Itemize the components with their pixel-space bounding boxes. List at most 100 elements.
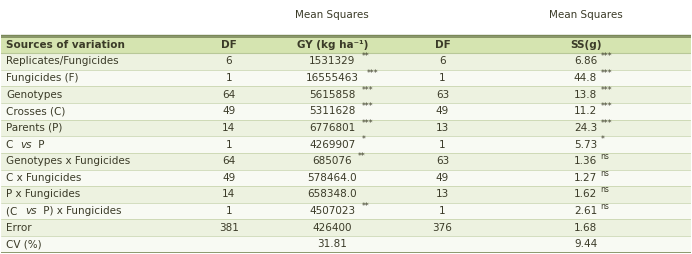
Text: ***: ***	[362, 119, 374, 128]
Text: DF: DF	[221, 40, 237, 50]
Text: 31.81: 31.81	[317, 239, 347, 249]
Text: 16555463: 16555463	[306, 73, 358, 83]
Text: P) x Fungicides: P) x Fungicides	[39, 206, 121, 216]
Text: ns: ns	[601, 152, 610, 161]
Text: 6: 6	[226, 56, 232, 67]
Text: 6776801: 6776801	[309, 123, 355, 133]
Text: 1.36: 1.36	[574, 156, 597, 166]
Text: Mean Squares: Mean Squares	[295, 10, 369, 20]
Text: 5615858: 5615858	[309, 90, 356, 100]
Text: GY (kg ha⁻¹): GY (kg ha⁻¹)	[297, 40, 368, 50]
Bar	[1, 219, 691, 236]
Text: 578464.0: 578464.0	[307, 173, 357, 183]
Text: DF: DF	[435, 40, 450, 50]
Text: 1.62: 1.62	[574, 189, 597, 199]
Text: Replicates/Fungicides: Replicates/Fungicides	[6, 56, 119, 67]
Bar	[1, 120, 691, 136]
Text: 11.2: 11.2	[574, 106, 597, 116]
Text: 426400: 426400	[313, 223, 352, 233]
Bar	[1, 153, 691, 169]
Text: 13.8: 13.8	[574, 90, 597, 100]
Text: Genotypes: Genotypes	[6, 90, 62, 100]
Text: 658348.0: 658348.0	[307, 189, 357, 199]
Bar	[1, 70, 691, 86]
Text: 5.73: 5.73	[574, 140, 597, 150]
Text: 1: 1	[439, 206, 446, 216]
Text: 24.3: 24.3	[574, 123, 597, 133]
Bar	[1, 136, 691, 153]
Text: ***: ***	[362, 86, 374, 94]
Text: ns: ns	[601, 169, 610, 178]
Bar	[1, 86, 691, 103]
Text: **: **	[362, 202, 370, 211]
Text: P x Fungicides: P x Fungicides	[6, 189, 80, 199]
Text: Sources of variation: Sources of variation	[6, 40, 125, 50]
Bar	[1, 37, 691, 53]
Text: **: **	[362, 52, 370, 61]
Text: 376: 376	[432, 223, 453, 233]
Text: 381: 381	[219, 223, 239, 233]
Text: ***: ***	[362, 102, 374, 111]
Text: 1: 1	[226, 140, 232, 150]
Text: 49: 49	[222, 173, 235, 183]
Bar	[1, 53, 691, 70]
Text: Fungicides (F): Fungicides (F)	[6, 73, 79, 83]
Text: 14: 14	[222, 123, 235, 133]
Text: ns: ns	[601, 202, 610, 211]
Text: Mean Squares: Mean Squares	[549, 10, 622, 20]
Text: 63: 63	[436, 90, 449, 100]
Text: ns: ns	[601, 185, 610, 194]
Text: 14: 14	[222, 189, 235, 199]
Text: 1: 1	[226, 206, 232, 216]
Text: 6.86: 6.86	[574, 56, 597, 67]
Text: ***: ***	[601, 69, 612, 78]
Text: 2.61: 2.61	[574, 206, 597, 216]
Text: 1531329: 1531329	[309, 56, 356, 67]
Text: ***: ***	[601, 52, 612, 61]
Bar	[1, 236, 691, 253]
Text: 13: 13	[436, 123, 449, 133]
Text: 49: 49	[436, 106, 449, 116]
Text: ***: ***	[601, 102, 612, 111]
Bar	[1, 169, 691, 186]
Text: 685076: 685076	[312, 156, 352, 166]
Text: 6: 6	[439, 56, 446, 67]
Text: Crosses (C): Crosses (C)	[6, 106, 66, 116]
Text: 13: 13	[436, 189, 449, 199]
Text: C: C	[6, 140, 17, 150]
Text: CV (%): CV (%)	[6, 239, 42, 249]
Text: SS(g): SS(g)	[570, 40, 601, 50]
Text: P: P	[35, 140, 44, 150]
Text: 64: 64	[222, 156, 235, 166]
Text: ***: ***	[366, 69, 378, 78]
Bar	[1, 186, 691, 203]
Text: Error: Error	[6, 223, 32, 233]
Text: 44.8: 44.8	[574, 73, 597, 83]
Bar	[1, 103, 691, 120]
Text: 49: 49	[222, 106, 235, 116]
Text: 49: 49	[436, 173, 449, 183]
Text: (C: (C	[6, 206, 21, 216]
Text: 9.44: 9.44	[574, 239, 597, 249]
Text: Genotypes x Fungicides: Genotypes x Fungicides	[6, 156, 131, 166]
Text: 4269907: 4269907	[309, 140, 355, 150]
Text: *: *	[601, 135, 604, 145]
Text: 1: 1	[226, 73, 232, 83]
Text: C x Fungicides: C x Fungicides	[6, 173, 82, 183]
Text: 1: 1	[439, 140, 446, 150]
Text: 63: 63	[436, 156, 449, 166]
Bar	[1, 203, 691, 219]
Text: 4507023: 4507023	[309, 206, 355, 216]
Text: vs: vs	[25, 206, 37, 216]
Text: 1: 1	[439, 73, 446, 83]
Text: ***: ***	[601, 86, 612, 94]
Text: 64: 64	[222, 90, 235, 100]
Text: 1.27: 1.27	[574, 173, 597, 183]
Text: **: **	[358, 152, 365, 161]
Text: ***: ***	[601, 119, 612, 128]
Text: Parents (P): Parents (P)	[6, 123, 62, 133]
Text: 5311628: 5311628	[309, 106, 356, 116]
Text: 1.68: 1.68	[574, 223, 597, 233]
Text: *: *	[362, 135, 366, 145]
Text: vs: vs	[20, 140, 31, 150]
